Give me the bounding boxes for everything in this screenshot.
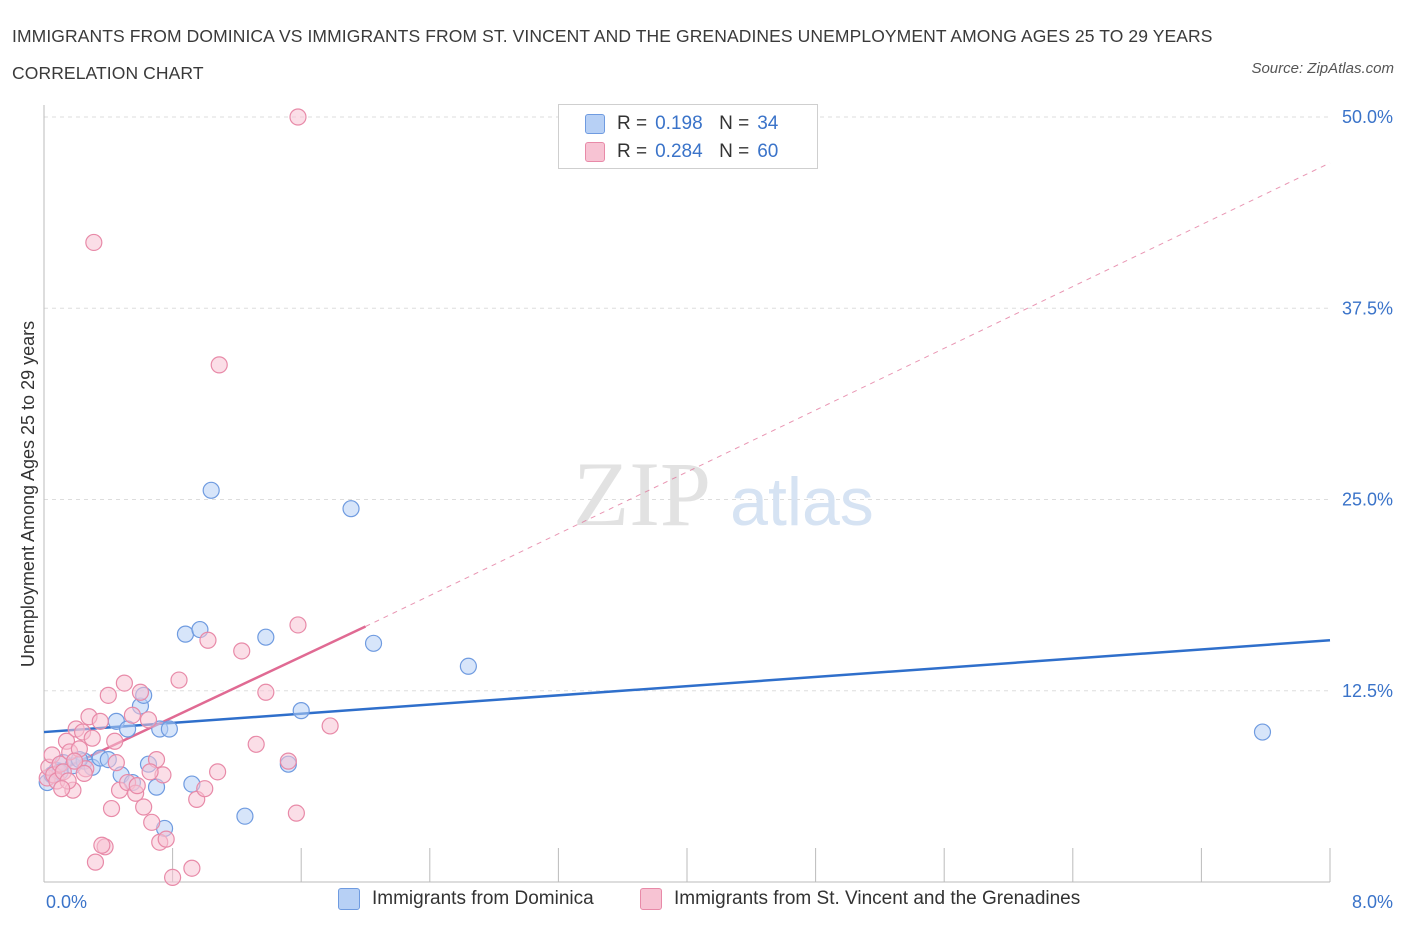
watermark-atlas: atlas xyxy=(730,464,874,540)
st-vincent-trend-extension xyxy=(365,162,1331,627)
y-tick-label: 25.0% xyxy=(1342,490,1393,510)
st-vincent-point xyxy=(85,233,103,252)
legend-row-st-vincent: R = 0.284 N = 60 xyxy=(585,139,778,165)
dominica-point xyxy=(257,628,275,646)
st-vincent-point xyxy=(53,780,71,798)
st-vincent-point xyxy=(183,859,201,877)
st-vincent-point xyxy=(139,711,158,729)
st-vincent-point xyxy=(233,642,251,660)
st-vincent-point xyxy=(123,706,142,724)
legend-item-dominica[interactable]: Immigrants from Dominica xyxy=(338,888,594,910)
st-vincent-point xyxy=(279,752,297,770)
st-vincent-point xyxy=(131,683,150,701)
legend-row-dominica: R = 0.198 N = 34 xyxy=(585,111,778,137)
dominica-point xyxy=(364,634,383,652)
st-vincent-point xyxy=(289,108,307,126)
data-points xyxy=(38,108,1272,887)
st-vincent-point xyxy=(99,686,117,704)
st-vincent-point xyxy=(93,836,111,854)
legend-series-label: Immigrants from St. Vincent and the Gren… xyxy=(674,888,1081,909)
x-tick-label: 0.0% xyxy=(46,892,87,912)
st-vincent-point xyxy=(157,830,175,848)
st-vincent-point xyxy=(164,868,182,887)
legend-series-label: Immigrants from Dominica xyxy=(372,888,594,909)
y-tick-label: 37.5% xyxy=(1342,298,1393,318)
st-vincent-point xyxy=(91,712,109,730)
legend-r-value: 0.284 xyxy=(655,141,703,162)
dominica-point xyxy=(176,625,195,643)
watermark: ZIP atlas xyxy=(573,443,874,545)
st-vincent-point xyxy=(196,780,214,798)
legend-n-label: N = xyxy=(719,113,750,134)
dominica-point xyxy=(202,481,220,499)
st-vincent-point xyxy=(75,764,93,782)
dominica-point xyxy=(292,702,310,720)
legend-item-st-vincent[interactable]: Immigrants from St. Vincent and the Gren… xyxy=(640,888,1080,910)
dominica-point xyxy=(160,720,178,738)
st-vincent-point xyxy=(170,671,188,689)
source-label: Source: ZipAtlas.com xyxy=(1251,60,1394,77)
st-vincent-point xyxy=(107,754,125,772)
dominica-point xyxy=(236,807,254,825)
dominica-point xyxy=(459,657,477,675)
dominica-point xyxy=(342,500,360,518)
st-vincent-point xyxy=(321,717,339,735)
legend-n-value: 60 xyxy=(757,141,779,162)
pink-swatch-icon xyxy=(640,888,662,910)
y-tick-label: 12.5% xyxy=(1342,681,1393,701)
blue-swatch-icon xyxy=(338,888,360,910)
st-vincent-point xyxy=(86,853,105,871)
legend-r-label: R = xyxy=(617,113,648,134)
st-vincent-point xyxy=(199,631,217,649)
pink-swatch-icon xyxy=(585,142,605,162)
st-vincent-point xyxy=(247,735,265,753)
legend-n-label: N = xyxy=(719,141,750,162)
st-vincent-point xyxy=(135,798,153,816)
grid-lines xyxy=(44,116,1330,692)
tick-labels: 12.5% 25.0% 37.5% 50.0% 0.0% 8.0% xyxy=(46,107,1393,912)
st-vincent-point xyxy=(128,777,146,795)
st-vincent-point xyxy=(65,752,84,770)
st-vincent-point xyxy=(143,813,161,831)
series-legend: Immigrants from Dominica Immigrants from… xyxy=(0,888,1406,916)
correlation-legend: R = 0.198 N = 34 R = 0.284 N = 60 xyxy=(558,104,818,169)
st-vincent-point xyxy=(287,804,305,822)
st-vincent-point xyxy=(289,616,307,634)
chart-title: IMMIGRANTS FROM DOMINICA VS IMMIGRANTS F… xyxy=(12,26,1213,83)
blue-swatch-icon xyxy=(585,114,605,134)
x-tick-label: 8.0% xyxy=(1352,892,1393,912)
st-vincent-point xyxy=(106,732,124,750)
legend-r-value: 0.198 xyxy=(655,113,703,134)
legend-n-value: 34 xyxy=(757,113,779,134)
st-vincent-point xyxy=(115,674,133,692)
st-vincent-point xyxy=(102,799,121,818)
st-vincent-point xyxy=(257,683,275,701)
st-vincent-point xyxy=(83,729,101,747)
st-vincent-point xyxy=(210,356,228,374)
legend-r-label: R = xyxy=(617,141,648,162)
y-tick-label: 50.0% xyxy=(1342,107,1393,127)
y-axis-label: Unemployment Among Ages 25 to 29 years xyxy=(18,321,38,667)
st-vincent-point xyxy=(209,763,227,781)
watermark-zip: ZIP xyxy=(573,443,711,545)
dominica-point xyxy=(1253,723,1272,741)
st-vincent-point xyxy=(141,763,159,781)
dominica-trend-line xyxy=(43,639,1331,734)
